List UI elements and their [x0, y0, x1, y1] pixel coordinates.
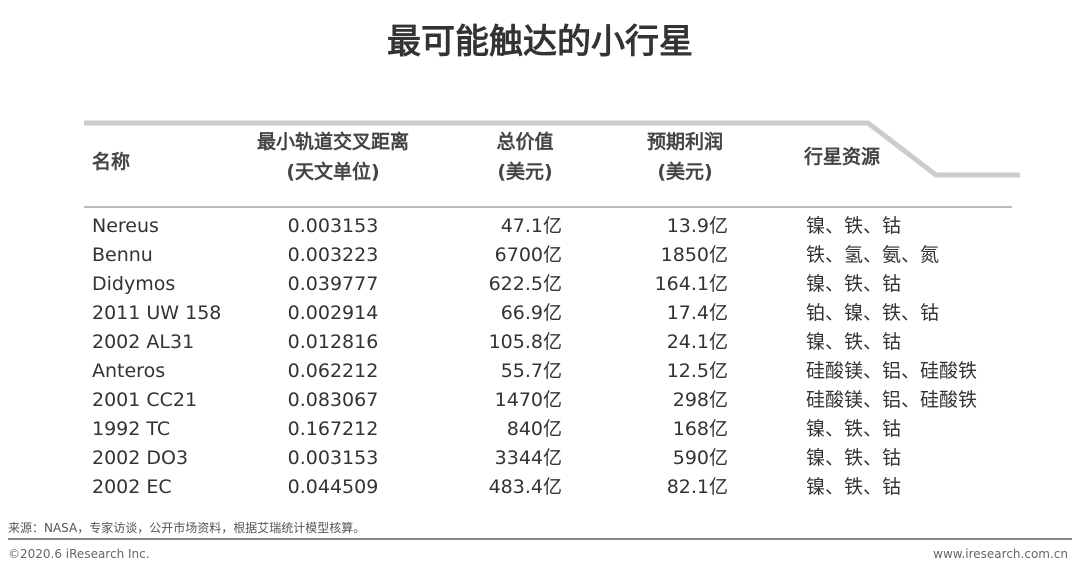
header-resources: 行星资源 [804, 146, 881, 168]
cell-distance: 0.044509 [287, 476, 379, 498]
cell-resources: 镍、铁、钴 [806, 418, 902, 440]
table-row: Didymos 0.039777 622.5亿 164.1亿 镍、铁、钴 [0, 270, 1080, 299]
source-note: 来源：NASA，专家访谈，公开市场资料，根据艾瑞统计模型核算。 [8, 521, 366, 535]
header-distance-label: 最小轨道交叉距离 [256, 131, 409, 153]
cell-value: 6700亿 [494, 244, 562, 266]
cell-distance: 0.012816 [287, 331, 379, 353]
cell-profit: 168亿 [672, 418, 728, 440]
header-distance-unit: (天文单位) [286, 161, 380, 183]
cell-resources: 硅酸镁、铝、硅酸铁 [806, 360, 978, 382]
cell-value: 55.7亿 [500, 360, 562, 382]
cell-value: 840亿 [506, 418, 562, 440]
cell-distance: 0.083067 [287, 389, 379, 411]
page-title: 最可能触达的小行星 [387, 22, 693, 62]
cell-name: Bennu [92, 244, 153, 266]
cell-profit: 164.1亿 [654, 273, 728, 295]
cell-name: 2001 CC21 [92, 389, 198, 411]
cell-resources: 镍、铁、钴 [806, 215, 902, 237]
cell-value: 483.4亿 [488, 476, 562, 498]
cell-resources: 硅酸镁、铝、硅酸铁 [806, 389, 978, 411]
cell-resources: 镍、铁、钴 [806, 273, 902, 295]
cell-profit: 1850亿 [660, 244, 728, 266]
table-row: 1992 TC 0.167212 840亿 168亿 镍、铁、钴 [0, 415, 1080, 444]
cell-value: 622.5亿 [488, 273, 562, 295]
header-value-unit: (美元) [497, 161, 553, 183]
header-profit-label: 预期利润 [646, 131, 723, 153]
cell-name: 2002 AL31 [92, 331, 195, 353]
cell-name: Anteros [92, 360, 166, 382]
table-row: 2001 CC21 0.083067 1470亿 298亿 硅酸镁、铝、硅酸铁 [0, 386, 1080, 415]
cell-resources: 铂、镍、铁、钴 [806, 302, 940, 324]
cell-distance: 0.062212 [287, 360, 379, 382]
header-top-line [84, 120, 1020, 178]
cell-distance: 0.167212 [287, 418, 379, 440]
header-name: 名称 [92, 151, 131, 173]
header-value-label: 总价值 [496, 131, 554, 153]
table-row: Bennu 0.003223 6700亿 1850亿 铁、氢、氨、氮 [0, 241, 1080, 270]
cell-profit: 13.9亿 [666, 215, 728, 237]
cell-distance: 0.003223 [287, 244, 379, 266]
cell-resources: 镍、铁、钴 [806, 447, 902, 469]
cell-profit: 24.1亿 [666, 331, 728, 353]
table-row: 2002 EC 0.044509 483.4亿 82.1亿 镍、铁、钴 [0, 473, 1080, 502]
cell-resources: 镍、铁、钴 [806, 331, 902, 353]
cell-distance: 0.002914 [287, 302, 379, 324]
cell-name: 2002 EC [92, 476, 172, 498]
header-profit: 预期利润 (美元) [630, 127, 740, 187]
table-row: Nereus 0.003153 47.1亿 13.9亿 镍、铁、钴 [0, 212, 1080, 241]
cell-distance: 0.003153 [287, 447, 379, 469]
cell-value: 66.9亿 [500, 302, 562, 324]
cell-profit: 17.4亿 [666, 302, 728, 324]
copyright: ©2020.6 iResearch Inc. [8, 547, 150, 561]
cell-value: 1470亿 [494, 389, 562, 411]
cell-name: Nereus [92, 215, 159, 237]
cell-name: 1992 TC [92, 418, 171, 440]
table-row: 2002 DO3 0.003153 3344亿 590亿 镍、铁、钴 [0, 444, 1080, 473]
table-row: 2002 AL31 0.012816 105.8亿 24.1亿 镍、铁、钴 [0, 328, 1080, 357]
cell-name: Didymos [92, 273, 176, 295]
table-row: 2011 UW 158 0.002914 66.9亿 17.4亿 铂、镍、铁、钴 [0, 299, 1080, 328]
header-distance: 最小轨道交叉距离 (天文单位) [233, 127, 433, 187]
cell-name: 2011 UW 158 [92, 302, 222, 324]
cell-profit: 298亿 [672, 389, 728, 411]
cell-resources: 铁、氢、氨、氮 [806, 244, 940, 266]
cell-profit: 590亿 [672, 447, 728, 469]
header-profit-unit: (美元) [657, 161, 713, 183]
cell-name: 2002 DO3 [92, 447, 189, 469]
cell-distance: 0.003153 [287, 215, 379, 237]
cell-value: 47.1亿 [500, 215, 562, 237]
cell-profit: 12.5亿 [666, 360, 728, 382]
cell-profit: 82.1亿 [666, 476, 728, 498]
header-value: 总价值 (美元) [470, 127, 580, 187]
cell-resources: 镍、铁、钴 [806, 476, 902, 498]
cell-value: 105.8亿 [488, 331, 562, 353]
website-url: www.iresearch.com.cn [933, 547, 1068, 561]
cell-distance: 0.039777 [287, 273, 379, 295]
cell-value: 3344亿 [494, 447, 562, 469]
table-row: Anteros 0.062212 55.7亿 12.5亿 硅酸镁、铝、硅酸铁 [0, 357, 1080, 386]
